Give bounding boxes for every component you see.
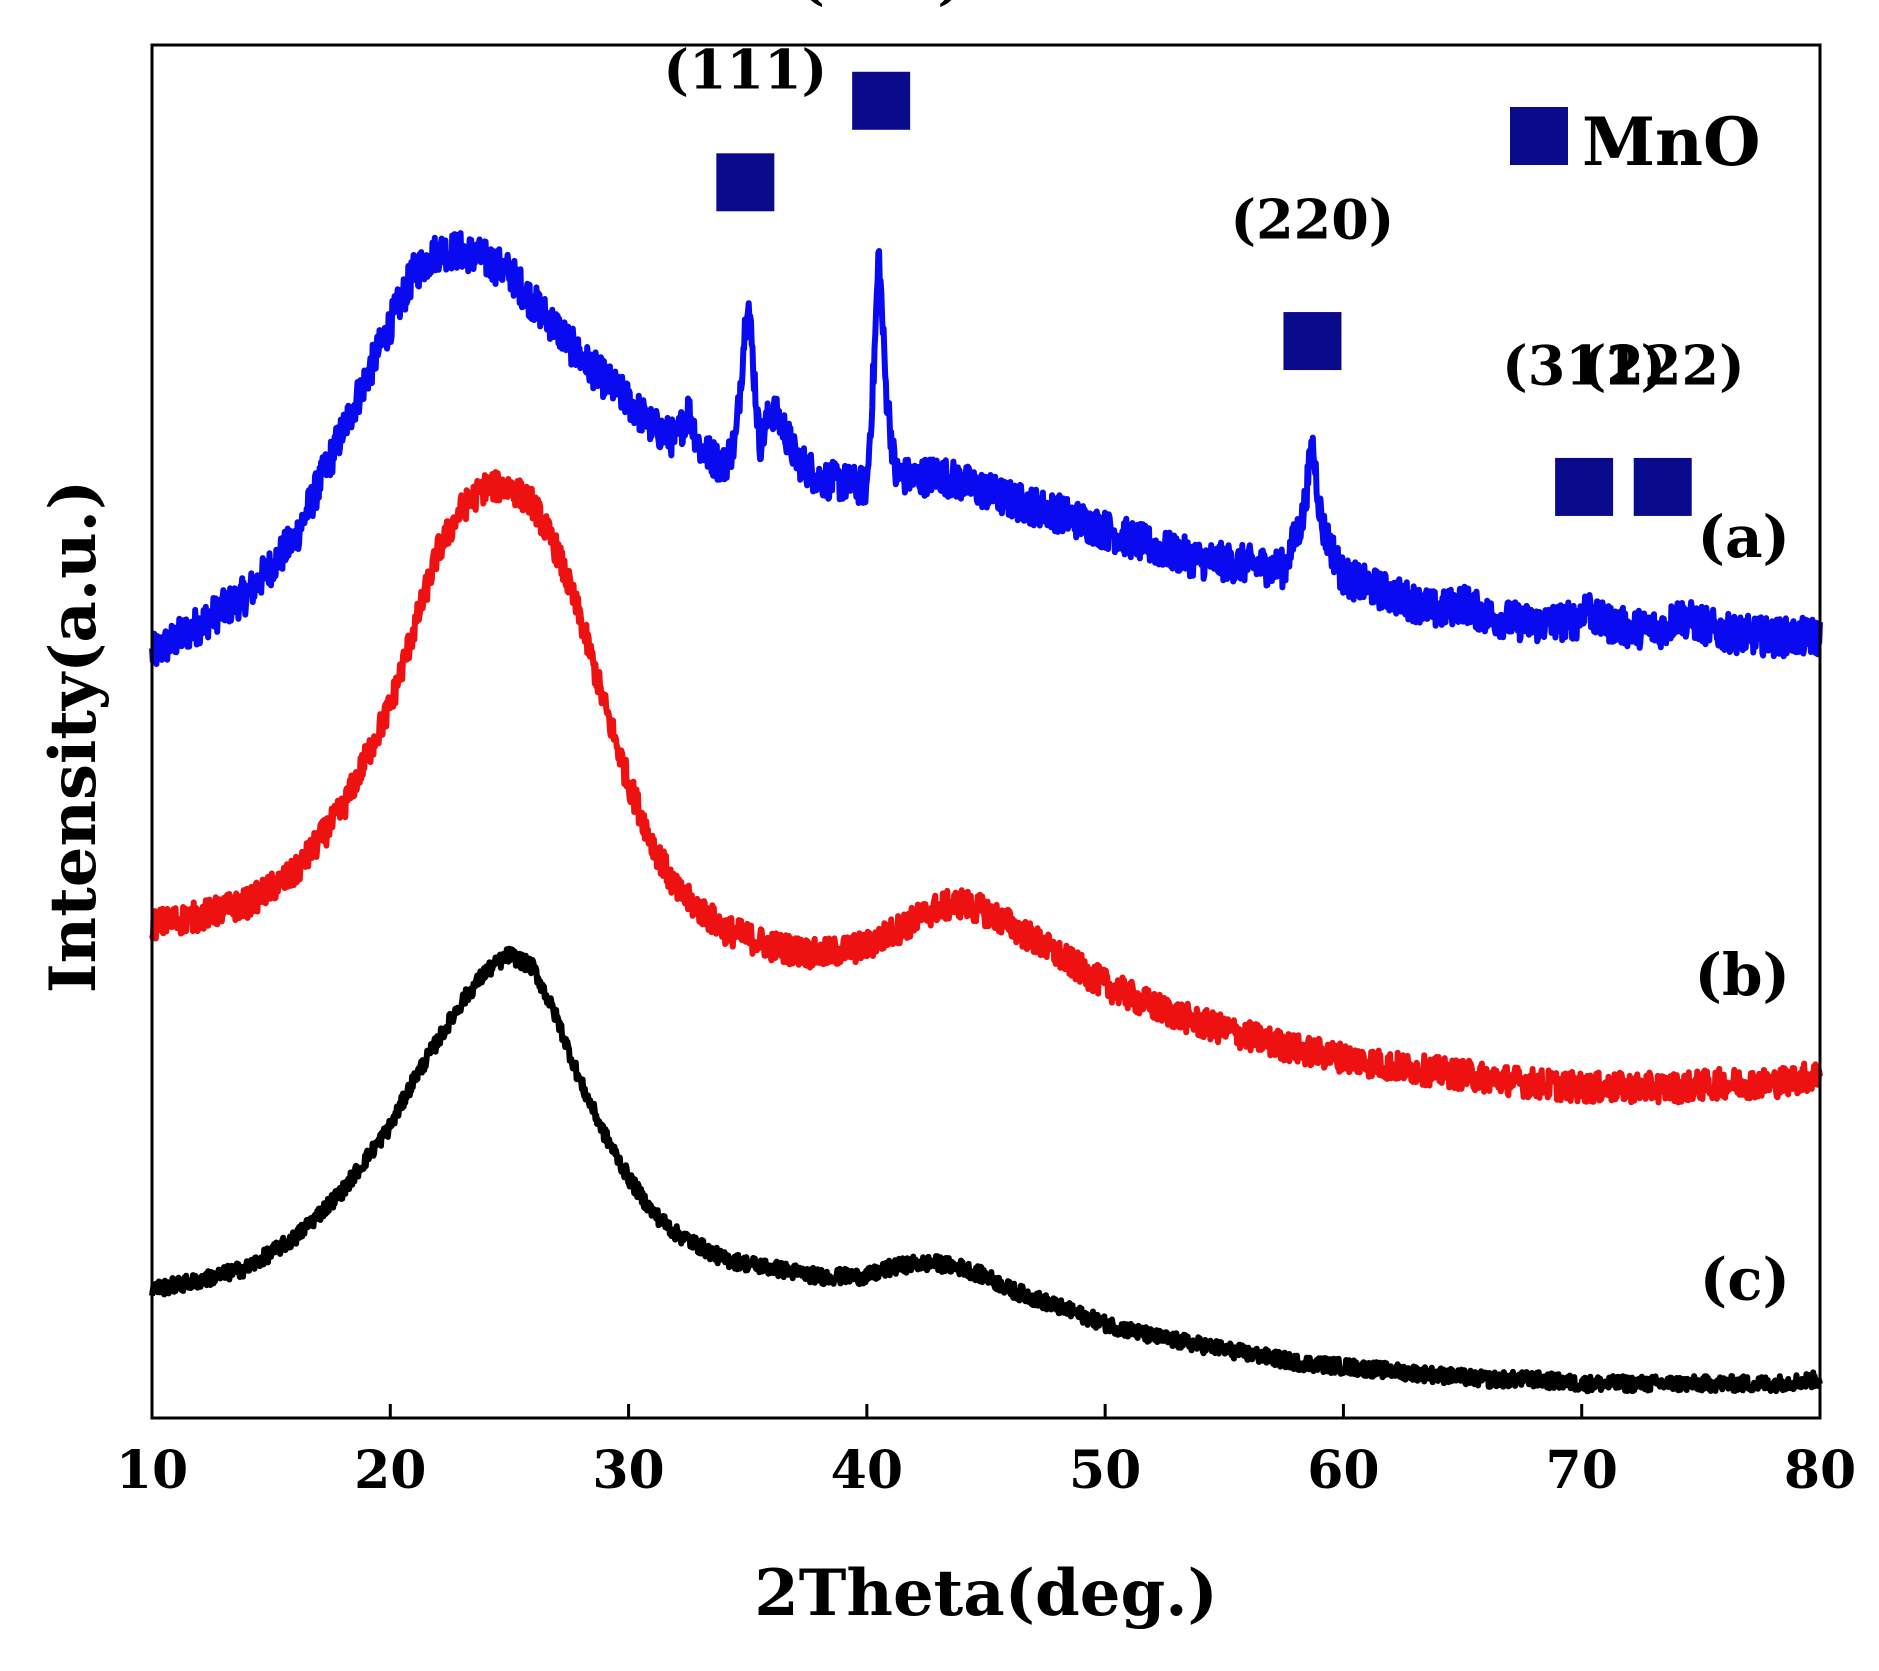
x-tick-label-7: 80 [1784, 1440, 1856, 1501]
x-tick-label-0: 10 [116, 1440, 188, 1501]
peak-label-2: (220) [1231, 188, 1395, 252]
x-tick-layer: 10 20 30 40 50 60 70 80 [116, 1404, 1856, 1501]
peak-marker-square-3 [1555, 457, 1614, 516]
x-tick-label-4: 50 [1069, 1440, 1141, 1501]
series-line-1 [149, 469, 1823, 1106]
peak-label-1: (200) [799, 0, 963, 11]
peak-label-0: (111) [663, 37, 827, 101]
x-tick-label-1: 20 [354, 1440, 426, 1501]
legend: MnO [1510, 103, 1761, 181]
series-line-2 [149, 945, 1823, 1395]
peak-marker-layer: (111) (200) (220) (311)(222) [663, 0, 1745, 516]
legend-square-marker [1510, 107, 1568, 165]
legend-label: MnO [1582, 103, 1761, 181]
peak-marker-square-1 [852, 71, 911, 130]
series-line-0 [149, 230, 1823, 667]
series-label-2: (c) [1700, 1245, 1790, 1313]
x-tick-label-3: 40 [831, 1440, 903, 1501]
peak-marker-square-2 [1283, 312, 1342, 371]
peak-marker-square-0 [716, 153, 775, 212]
x-tick-label-5: 60 [1307, 1440, 1379, 1501]
peak-label-4: (222) [1581, 334, 1745, 398]
series-label-layer: (a) (b) (c) [1695, 503, 1790, 1313]
y-axis-label: Intensity(a.u.) [36, 480, 111, 994]
x-axis-label: 2Theta(deg.) [754, 1556, 1218, 1631]
series-layer [149, 230, 1823, 1395]
x-tick-label-6: 70 [1546, 1440, 1618, 1501]
peak-label-3: (311) [1502, 334, 1666, 398]
x-tick-label-2: 30 [592, 1440, 664, 1501]
series-label-1: (b) [1695, 941, 1790, 1009]
peak-marker-square-4 [1633, 457, 1692, 516]
plot-frame [150, 43, 1822, 1420]
series-label-0: (a) [1698, 503, 1790, 571]
